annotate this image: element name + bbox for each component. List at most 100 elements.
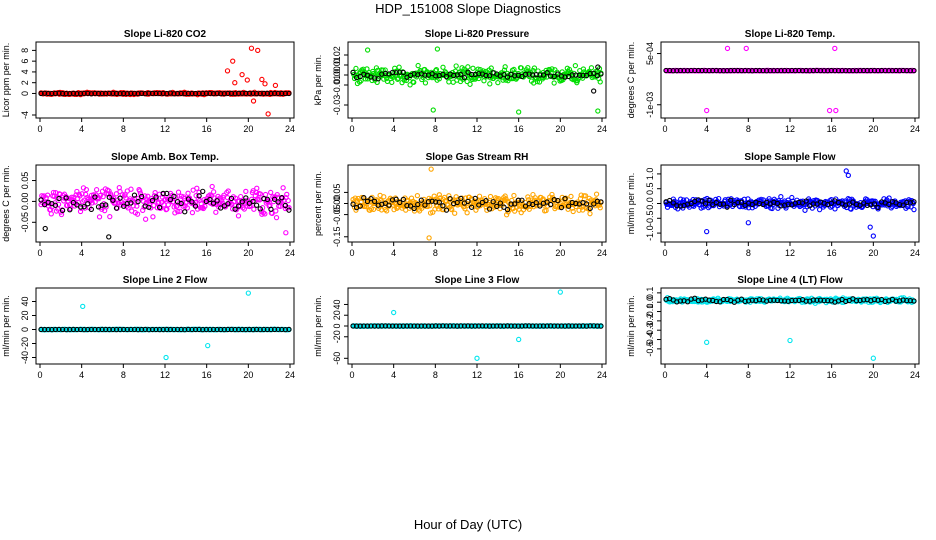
data-point — [433, 199, 439, 205]
x-tick-label: 24 — [597, 248, 607, 258]
y-tick-label: 4 — [20, 69, 30, 74]
y-tick-label: 5e-04 — [645, 42, 655, 65]
data-point — [375, 323, 381, 329]
data-point — [279, 90, 285, 97]
outlier-point — [250, 98, 257, 104]
panel-title: Slope Line 3 Flow — [435, 275, 520, 286]
data-point — [38, 326, 44, 333]
data-point — [361, 69, 367, 75]
data-point — [153, 90, 159, 97]
x-tick-label: 16 — [514, 248, 524, 258]
data-point — [213, 209, 219, 215]
data-point — [92, 194, 98, 200]
data-point — [540, 72, 547, 78]
y-tick-label: 0.01 — [332, 56, 342, 74]
data-point — [99, 326, 105, 333]
data-point — [720, 201, 727, 207]
series-raw — [663, 45, 917, 114]
data-point — [236, 203, 242, 209]
data-point — [433, 73, 439, 79]
data-point — [214, 326, 220, 333]
data-point — [907, 297, 914, 304]
data-point — [502, 193, 508, 199]
x-tick-label: 20 — [555, 124, 565, 134]
series-mean — [38, 326, 292, 333]
data-point — [364, 323, 371, 329]
data-point — [449, 207, 455, 213]
outlier-point — [255, 47, 261, 54]
outlier-point — [845, 172, 851, 179]
data-point — [239, 90, 245, 96]
x-tick-label: 16 — [514, 124, 524, 134]
data-point — [893, 67, 899, 74]
data-point — [681, 67, 687, 74]
data-point — [97, 192, 103, 199]
data-point — [271, 326, 278, 333]
data-point — [746, 68, 752, 74]
data-point — [577, 195, 584, 202]
series-mean — [350, 323, 604, 329]
data-point — [353, 65, 359, 72]
data-point — [257, 326, 263, 333]
outlier-point — [743, 45, 749, 52]
data-point — [268, 189, 274, 196]
x-tick-label: 12 — [785, 370, 795, 380]
data-point — [124, 90, 130, 97]
data-point — [486, 73, 493, 79]
data-point — [177, 208, 183, 214]
data-point — [447, 323, 453, 329]
data-point — [749, 297, 755, 303]
x-tick-label: 16 — [202, 124, 212, 134]
outlier-point — [239, 71, 245, 78]
data-point — [720, 68, 727, 74]
data-point — [156, 90, 163, 97]
data-point — [137, 188, 143, 194]
data-point — [221, 326, 227, 333]
data-point — [404, 323, 410, 329]
data-point — [282, 202, 289, 209]
data-point — [530, 72, 536, 78]
data-point — [361, 195, 367, 201]
y-tick-label: -0.4 — [645, 332, 655, 348]
data-point — [353, 323, 360, 329]
y-tick-label: -1.0 — [645, 225, 655, 241]
data-point — [508, 323, 514, 329]
series-mean — [663, 197, 917, 211]
data-point — [544, 69, 550, 76]
data-point — [124, 326, 130, 333]
data-point — [382, 67, 388, 73]
data-point — [716, 195, 722, 202]
data-point — [67, 326, 73, 333]
y-tick-label: 40 — [20, 296, 30, 306]
data-point — [275, 326, 281, 333]
data-point — [522, 323, 529, 329]
data-point — [400, 69, 406, 76]
data-point — [241, 206, 247, 212]
data-point — [407, 82, 413, 88]
data-point — [453, 63, 459, 69]
data-point — [422, 323, 428, 329]
data-point — [95, 326, 102, 333]
data-point — [93, 187, 100, 193]
data-point — [587, 211, 593, 217]
x-tick-label: 20 — [555, 248, 565, 258]
data-point — [167, 326, 174, 333]
panel-title: Slope Sample Flow — [744, 152, 835, 163]
data-point — [875, 67, 881, 74]
data-point — [452, 210, 458, 216]
data-point — [476, 193, 483, 199]
data-point — [379, 323, 385, 329]
data-point — [468, 323, 475, 329]
data-point — [675, 206, 681, 212]
data-point — [470, 65, 476, 71]
data-point — [495, 79, 501, 86]
x-tick-label: 20 — [868, 124, 878, 134]
data-point — [911, 199, 917, 205]
data-point — [52, 90, 59, 97]
x-tick-label: 16 — [827, 248, 837, 258]
data-point — [886, 67, 892, 74]
data-point — [810, 67, 817, 74]
y-tick-label: -0.05 — [332, 204, 342, 225]
outlier-point — [832, 45, 838, 52]
data-point — [861, 67, 867, 74]
